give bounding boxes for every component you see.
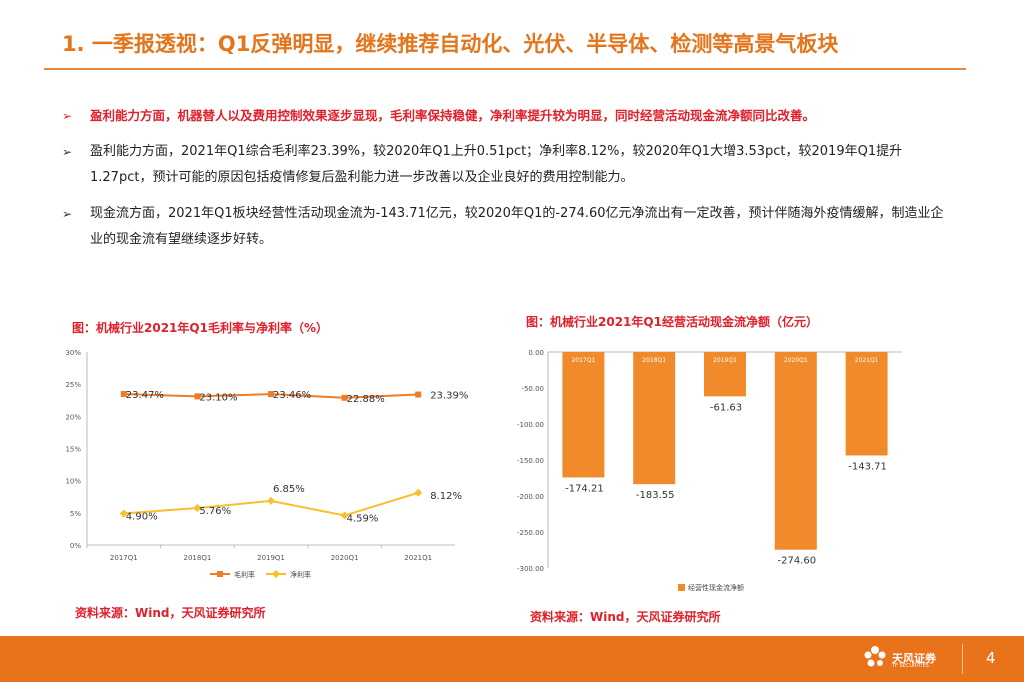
data-label: 23.47% (126, 390, 164, 401)
x-tick-label: 2017Q1 (110, 554, 138, 562)
page-number: 4 (986, 649, 996, 667)
bar (774, 352, 817, 550)
data-point (414, 488, 423, 497)
data-label: -183.55 (636, 490, 675, 501)
data-point (415, 391, 422, 398)
data-point (341, 394, 348, 401)
footer-divider (962, 644, 963, 674)
x-tick-label: 2017Q1 (571, 357, 595, 364)
y-tick-label: 15% (65, 446, 81, 454)
brand-logo: 天风证券 TF SECURITIES (862, 644, 952, 674)
bullet-text: 盈利能力方面，机器替人以及费用控制效果逐步显现，毛利率保持稳健，净利率提升较为明… (90, 108, 816, 123)
data-label: -274.60 (777, 556, 816, 567)
bullet-arrow-icon: ➢ (62, 109, 73, 123)
slide-title: 1. 一季报透视：Q1反弹明显，继续推荐自动化、光伏、半导体、检测等高景气板块 (62, 32, 839, 56)
bar (633, 352, 676, 485)
x-tick-label: 2020Q1 (784, 357, 808, 364)
legend-marker (272, 570, 280, 578)
y-tick-label: 20% (65, 413, 81, 421)
legend-swatch (678, 584, 685, 591)
data-label: 8.12% (430, 491, 462, 502)
data-label: 22.88% (347, 394, 385, 405)
data-label: -174.21 (565, 483, 604, 494)
data-point (194, 393, 201, 400)
margin-line-chart: 0% 5% 10% 15% 20% 25% 30% 2017Q1 2018Q1 2019Q1 202… (65, 349, 468, 579)
source-note-left: 资料来源：Wind，天风证券研究所 (75, 606, 266, 620)
y-tick-label: 0% (70, 542, 81, 550)
y-tick-label: 10% (65, 478, 81, 486)
y-tick-label: -100.00 (517, 421, 544, 429)
bullet-arrow-icon: ➢ (62, 145, 73, 159)
legend-label: 经营性现金流净额 (688, 583, 744, 592)
data-point (119, 509, 128, 518)
chart-left-title: 图：机械行业2021年Q1毛利率与净利率（%） (72, 321, 328, 335)
data-point (268, 391, 274, 398)
x-tick-label: 2021Q1 (404, 554, 432, 562)
data-point (193, 503, 202, 512)
data-label: -61.63 (710, 402, 742, 413)
source-note-right: 资料来源：Wind，天风证券研究所 (530, 610, 721, 624)
data-point (120, 391, 127, 398)
data-label: 23.10% (199, 392, 237, 403)
data-label: 4.90% (126, 511, 158, 522)
bullet-arrow-icon: ➢ (62, 207, 73, 221)
y-tick-label: 0.00 (528, 349, 544, 357)
y-tick-label: 25% (65, 381, 81, 389)
data-label: 23.39% (430, 391, 468, 402)
x-tick-label: 2019Q1 (257, 554, 285, 562)
title-divider (44, 68, 966, 70)
chart-right-title: 图：机械行业2021年Q1经营活动现金流净额（亿元） (526, 315, 818, 329)
bullet-text: 现金流方面，2021年Q1板块经营性活动现金流为-143.71亿元，较2020年… (90, 206, 944, 247)
x-tick-label: 2018Q1 (184, 554, 212, 562)
bar (704, 352, 746, 397)
bullet-profitability: ➢ 盈利能力方面，2021年Q1综合毛利率23.39%，较2020年Q1上升0.… (62, 139, 952, 191)
bullet-summary: ➢ 盈利能力方面，机器替人以及费用控制效果逐步显现，毛利率保持稳健，净利率提升较… (62, 103, 952, 129)
footer-bar: 天风证券 TF SECURITIES 4 (0, 636, 1024, 682)
x-tick-label: 2019Q1 (713, 357, 737, 364)
bullet-text: 盈利能力方面，2021年Q1综合毛利率23.39%，较2020年Q1上升0.51… (90, 144, 903, 185)
x-tick-label: 2020Q1 (331, 554, 359, 562)
x-tick-label: 2018Q1 (642, 357, 666, 364)
cashflow-bar-chart: 0.00 -50.00 -100.00 -150.00 -200.00 -250.00 -3… (517, 349, 902, 592)
legend-label: 净利率 (290, 570, 311, 579)
y-tick-label: 5% (70, 510, 81, 518)
data-label: 5.76% (199, 506, 231, 517)
legend-marker (217, 571, 223, 577)
y-tick-label: -300.00 (517, 565, 544, 573)
bullet-cashflow: ➢ 现金流方面，2021年Q1板块经营性活动现金流为-143.71亿元，较202… (62, 201, 952, 253)
data-label: -143.71 (848, 461, 887, 472)
data-label: 4.59% (347, 513, 379, 524)
brand-subname: TF SECURITIES (892, 663, 929, 669)
x-tick-label: 2021Q1 (855, 357, 879, 364)
bar (845, 352, 888, 456)
bar (562, 352, 605, 478)
y-tick-label: -50.00 (521, 385, 544, 393)
data-label: 6.85% (273, 484, 305, 495)
brand-name: 天风证券 (892, 652, 936, 665)
flower-logo-icon (864, 646, 886, 667)
y-tick-label: -250.00 (517, 529, 544, 537)
data-point (340, 511, 349, 520)
data-label: 23.46% (273, 390, 311, 401)
y-tick-label: -150.00 (517, 457, 544, 465)
y-tick-label: -200.00 (517, 493, 544, 501)
data-point (267, 496, 275, 505)
y-tick-label: 30% (65, 349, 81, 357)
legend-label: 毛利率 (234, 570, 255, 579)
